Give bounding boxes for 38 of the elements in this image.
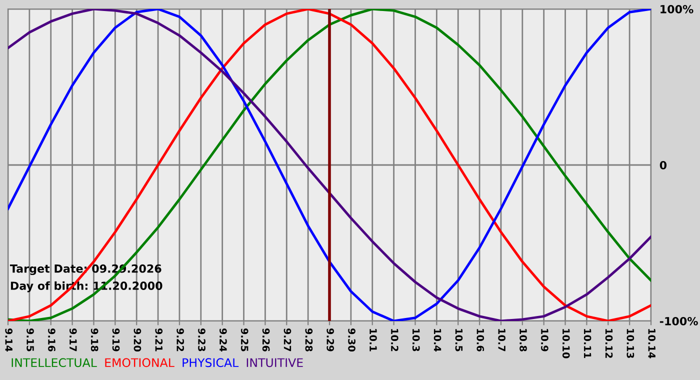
- x-tick-label: 10.8: [520, 329, 527, 352]
- x-tick-label: 9.25: [240, 328, 248, 352]
- x-tick-label: 10.5: [455, 329, 463, 352]
- x-tick-label: 10.10: [562, 329, 570, 358]
- text: INTUITIVE: [246, 358, 303, 368]
- y-tick-label: 100%: [660, 4, 694, 14]
- x-tick-label: 10.1: [370, 329, 377, 352]
- x-tick-label: 9.27: [284, 328, 292, 352]
- x-tick-label: 9.24: [220, 328, 227, 352]
- x-tick-label: 10.12: [605, 329, 613, 358]
- x-tick-label: 10.2: [390, 329, 398, 352]
- text: INTELLECTUAL: [12, 358, 97, 368]
- x-tick-label: 9.17: [69, 328, 77, 352]
- x-tick-label: 10.9: [541, 329, 548, 352]
- x-tick-label: 10.3: [412, 329, 420, 352]
- x-tick-label: 10.14: [648, 329, 656, 358]
- x-tick-label: 10.4: [434, 329, 442, 352]
- x-tick-label: 9.30: [348, 328, 356, 352]
- x-tick-label: 10.11: [584, 329, 592, 358]
- x-tick-label: 9.28: [305, 328, 313, 352]
- y-tick-label: 0: [660, 160, 667, 170]
- x-tick-label: 10.13: [626, 329, 634, 358]
- y-tick-label: -100%: [660, 316, 698, 326]
- text: PHYSICAL: [182, 358, 239, 368]
- x-tick-label: 9.14: [5, 328, 13, 352]
- x-tick-label: 9.19: [112, 328, 120, 352]
- x-tick-label: 9.20: [134, 328, 142, 352]
- x-tick-label: 9.23: [198, 328, 206, 352]
- x-tick-label: 10.6: [476, 329, 484, 352]
- text: EMOTIONAL: [105, 358, 174, 368]
- x-tick-label: 9.15: [26, 328, 34, 352]
- x-tick-label: 9.22: [176, 328, 184, 352]
- x-tick-label: 9.16: [48, 328, 56, 352]
- x-tick-label: 9.26: [262, 328, 270, 352]
- x-tick-label: 9.29: [326, 328, 334, 352]
- x-tick-label: 9.18: [90, 328, 98, 352]
- x-tick-label: 10.7: [498, 329, 506, 352]
- x-tick-label: 9.21: [155, 328, 163, 352]
